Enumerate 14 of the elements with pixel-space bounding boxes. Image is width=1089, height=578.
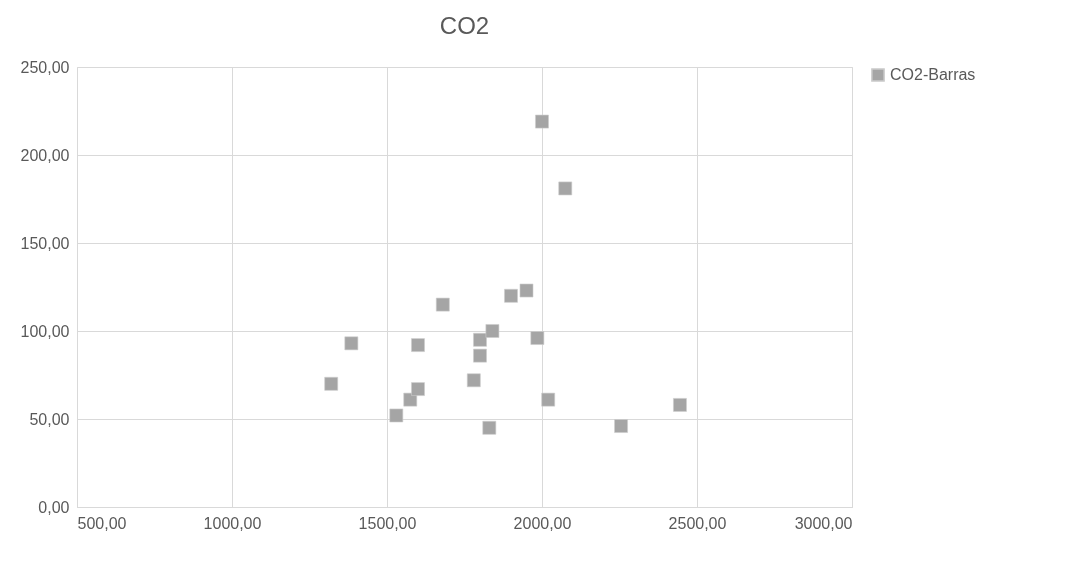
x-tick-label: 2500,00 [668, 514, 727, 532]
y-tick-label: 250,00 [20, 58, 70, 76]
chart-title: CO2 [439, 12, 490, 39]
x-tick-label: 3000,00 [794, 514, 853, 532]
y-tick-label: 0,00 [38, 498, 70, 516]
x-tick-label: 1500,00 [358, 514, 417, 532]
y-tick-label: 50,00 [29, 410, 70, 428]
x-tick-label: 500,00 [77, 514, 127, 532]
legend-label: CO2-Barras [890, 66, 976, 83]
x-tick-label: 2000,00 [513, 514, 572, 532]
y-tick-label: 150,00 [20, 234, 70, 252]
y-tick-label: 200,00 [20, 146, 70, 164]
y-tick-label: 100,00 [20, 322, 70, 340]
x-tick-label: 1000,00 [203, 514, 262, 532]
